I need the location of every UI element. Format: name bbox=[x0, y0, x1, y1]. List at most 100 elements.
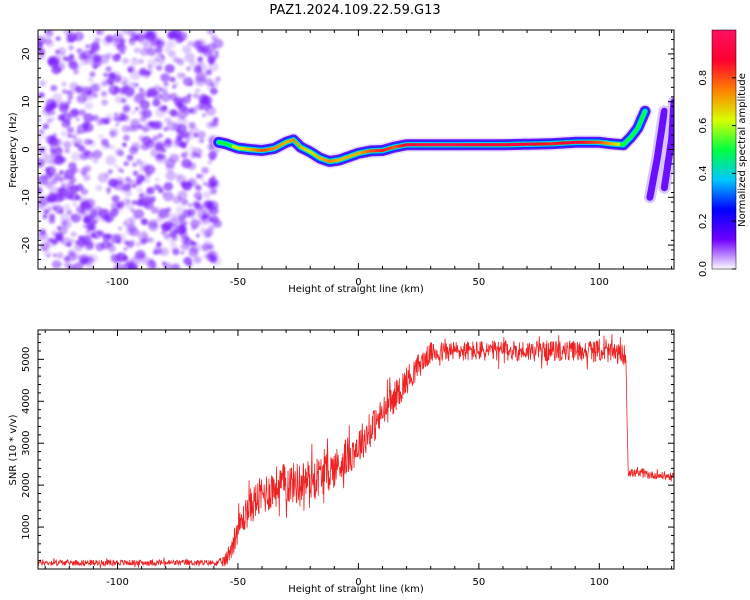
ridge-core bbox=[518, 142, 522, 146]
ridge-core bbox=[289, 139, 293, 143]
ridge-core bbox=[588, 140, 591, 144]
noise-blob bbox=[117, 167, 123, 173]
colorbar-step bbox=[712, 248, 736, 250]
x-tick-label: 100 bbox=[590, 577, 609, 588]
noise-blob bbox=[105, 34, 114, 43]
colorbar-step bbox=[712, 241, 736, 243]
y-tick-label: 5000 bbox=[21, 347, 32, 372]
noise-blob bbox=[38, 158, 45, 168]
colorbar-step bbox=[712, 164, 736, 166]
noise-blob bbox=[150, 206, 159, 214]
noise-blob bbox=[210, 188, 217, 195]
ridge-core bbox=[383, 148, 387, 152]
noise-blob bbox=[61, 182, 67, 188]
colorbar-step bbox=[712, 254, 736, 256]
noise-blob bbox=[146, 68, 154, 75]
ridge-core bbox=[402, 143, 406, 147]
colorbar-step bbox=[712, 132, 736, 134]
colorbar-step bbox=[712, 175, 736, 177]
ridge-core bbox=[458, 143, 461, 147]
noise-blob bbox=[206, 250, 215, 259]
noise-blob bbox=[48, 217, 56, 224]
noise-blob bbox=[79, 197, 88, 206]
noise-blob bbox=[202, 113, 206, 117]
noise-blob bbox=[101, 81, 107, 87]
noise-blob bbox=[54, 146, 63, 154]
noise-blob bbox=[130, 208, 135, 213]
noise-blob bbox=[66, 126, 75, 134]
ridge-core bbox=[545, 142, 548, 146]
colorbar-step bbox=[712, 176, 736, 178]
colorbar-step bbox=[712, 171, 736, 173]
colorbar-step bbox=[712, 82, 736, 84]
colorbar-step bbox=[712, 179, 736, 181]
noise-blob bbox=[138, 166, 147, 173]
noise-blob bbox=[106, 187, 112, 192]
colorbar-step bbox=[712, 57, 736, 59]
ridge-core bbox=[578, 140, 582, 144]
noise-blob bbox=[169, 217, 180, 227]
ridge-core bbox=[352, 153, 355, 157]
colorbar-step bbox=[712, 100, 736, 102]
ridge-core bbox=[390, 146, 394, 150]
ridge-core bbox=[258, 148, 261, 152]
noise-blob bbox=[42, 123, 49, 130]
x-tick-label: -100 bbox=[106, 577, 129, 588]
colorbar-step bbox=[712, 170, 736, 172]
branch-0 bbox=[646, 107, 668, 201]
noise-blob bbox=[134, 107, 139, 111]
ridge-core bbox=[410, 143, 413, 147]
noise-blob bbox=[41, 174, 48, 180]
colorbar-step bbox=[712, 59, 736, 61]
colorbar-step bbox=[712, 208, 736, 210]
noise-blob bbox=[176, 227, 186, 236]
ridge-core bbox=[388, 146, 391, 150]
noise-blob bbox=[63, 140, 72, 149]
colorbar-step bbox=[712, 50, 736, 52]
noise-blob bbox=[109, 131, 117, 138]
y-tick-label: -20 bbox=[21, 237, 32, 253]
noise-blob bbox=[100, 90, 108, 97]
noise-blob bbox=[110, 254, 120, 263]
noise-blob bbox=[205, 69, 212, 76]
colorbar-step bbox=[712, 113, 736, 115]
noise-blob bbox=[180, 152, 188, 159]
noise-blob bbox=[70, 108, 80, 117]
noise-blob bbox=[61, 81, 67, 87]
noise-blob bbox=[161, 56, 165, 60]
noise-blob bbox=[63, 204, 71, 211]
noise-blob bbox=[196, 62, 207, 72]
y-tick-label: 2000 bbox=[21, 472, 32, 497]
colorbar-step bbox=[712, 210, 736, 212]
noise-blob bbox=[40, 151, 47, 157]
noise-blob bbox=[163, 127, 169, 132]
noise-blob bbox=[70, 152, 82, 162]
noise-blob bbox=[171, 263, 181, 269]
noise-blob bbox=[123, 218, 135, 228]
noise-blob bbox=[38, 40, 43, 49]
noise-blob bbox=[212, 38, 224, 49]
colorbar-step bbox=[712, 62, 736, 64]
colorbar-step bbox=[712, 119, 736, 121]
colorbar-step bbox=[712, 45, 736, 47]
ridge-core bbox=[593, 140, 596, 144]
noise-blob bbox=[183, 256, 193, 266]
noise-blob bbox=[162, 191, 174, 202]
noise-blob bbox=[78, 110, 87, 118]
x-tick-label: -50 bbox=[230, 277, 246, 288]
colorbar-step bbox=[712, 199, 736, 201]
noise-blob bbox=[60, 188, 65, 193]
ridge-core bbox=[477, 143, 481, 147]
colorbar-step bbox=[712, 149, 736, 151]
colorbar-ticks: 0.0 0.2 0.4 0.6 0.8 bbox=[698, 70, 736, 277]
noise-blob bbox=[82, 125, 91, 134]
colorbar-step bbox=[712, 209, 736, 211]
noise-blob bbox=[98, 230, 105, 237]
noise-blob bbox=[170, 243, 179, 251]
noise-blob bbox=[60, 112, 72, 123]
colorbar-step bbox=[712, 65, 736, 67]
ridge-core bbox=[480, 143, 483, 147]
colorbar-step bbox=[712, 233, 736, 235]
noise-blob bbox=[157, 38, 165, 45]
